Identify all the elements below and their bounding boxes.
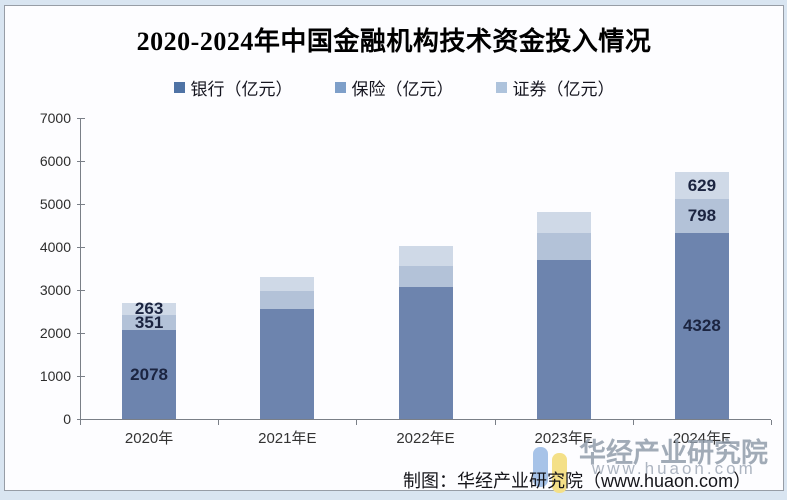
x-axis-category-label: 2024年E (672, 430, 732, 447)
bar-segment-银行-2023年E (536, 259, 591, 419)
x-axis-category-label: 2020年 (124, 430, 174, 447)
bar-segment-证券-2024年E (674, 171, 729, 199)
y-axis-tick (77, 289, 85, 291)
chart-title: 2020-2024年中国金融机构技术资金投入情况 (136, 27, 652, 56)
legend-swatch-icon (334, 82, 346, 93)
legend-label: 保险（亿元） (351, 80, 454, 99)
chart-panel: 2020-2024年中国金融机构技术资金投入情况 银行（亿元） 保险（亿元） 证券（… (4, 5, 784, 493)
legend-label: 银行（亿元） (190, 80, 293, 99)
source-caption: 制图：华经产业研究院（www.huaon.com） (403, 471, 752, 491)
bar-segment-保险-2022年E (398, 265, 453, 288)
bar-segment-保险-2023年E (536, 232, 591, 260)
bar-segment-保险-2021年E (260, 291, 315, 310)
legend-item-0: 银行（亿元） (173, 75, 293, 100)
y-axis-tick-label: 0 (63, 411, 71, 427)
bar-segment-证券-2022年E (398, 246, 453, 266)
legend-label: 证券（亿元） (512, 80, 615, 99)
bar-segment-银行-2021年E (260, 309, 315, 419)
y-axis-tick (77, 332, 85, 334)
y-axis-tick (77, 203, 85, 205)
legend: 银行（亿元） 保险（亿元） 证券（亿元） (5, 75, 783, 100)
y-axis-tick-label: 6000 (39, 153, 71, 169)
bar-segment-证券-2021年E (260, 277, 315, 292)
huaon-logo-blue-bar-icon (533, 447, 548, 487)
y-axis-tick-label: 2000 (39, 325, 71, 341)
x-axis-tick (494, 420, 496, 425)
y-axis-tick-label: 7000 (39, 110, 71, 126)
bar-value-label: 4328 (682, 316, 721, 336)
y-axis-tick-label: 4000 (39, 239, 71, 255)
x-axis-category-label: 2023年E (534, 430, 593, 447)
watermark-url-text: www.huaon.com (592, 459, 756, 478)
x-axis-tick (771, 420, 772, 425)
bar-value-label: 798 (687, 206, 717, 226)
x-axis-category-label: 2021年E (258, 430, 317, 447)
huaon-logo-yellow-bar-icon (552, 453, 567, 493)
bar-value-label: 2078 (130, 364, 168, 384)
legend-swatch-icon (173, 82, 185, 93)
bar-value-label: 263 (134, 299, 164, 319)
bar-segment-保险-2024年E (674, 198, 729, 233)
y-axis-tick-label: 1000 (39, 368, 71, 384)
y-axis-tick (77, 117, 85, 119)
bar-segment-银行-2024年E (674, 232, 729, 419)
legend-item-1: 保险（亿元） (334, 75, 454, 100)
legend-item-2: 证券（亿元） (495, 75, 615, 100)
bar-value-label: 351 (134, 312, 164, 332)
bar-segment-证券-2023年E (536, 211, 591, 233)
y-axis-line (80, 118, 81, 419)
bar-segment-银行-2022年E (398, 287, 453, 419)
bar-segment-证券-2020年 (122, 303, 177, 315)
x-axis-tick (356, 420, 358, 425)
watermark-brand-text: 华经产业研究院 (579, 438, 768, 468)
y-axis-tick-label: 3000 (39, 282, 71, 298)
bar-segment-保险-2020年 (122, 314, 177, 330)
y-axis-tick (77, 246, 85, 248)
bar-segment-银行-2020年 (122, 329, 177, 419)
y-axis-tick (77, 418, 85, 420)
y-axis-tick (77, 160, 85, 162)
legend-swatch-icon (495, 82, 507, 93)
x-axis-line (80, 419, 771, 420)
x-axis-tick (80, 420, 81, 425)
x-axis-tick (218, 420, 220, 425)
x-axis-category-label: 2022年E (396, 430, 455, 447)
bar-value-label: 629 (687, 175, 717, 195)
y-axis-tick-label: 5000 (39, 196, 71, 212)
y-axis-tick (77, 375, 85, 377)
x-axis-tick (632, 420, 634, 425)
